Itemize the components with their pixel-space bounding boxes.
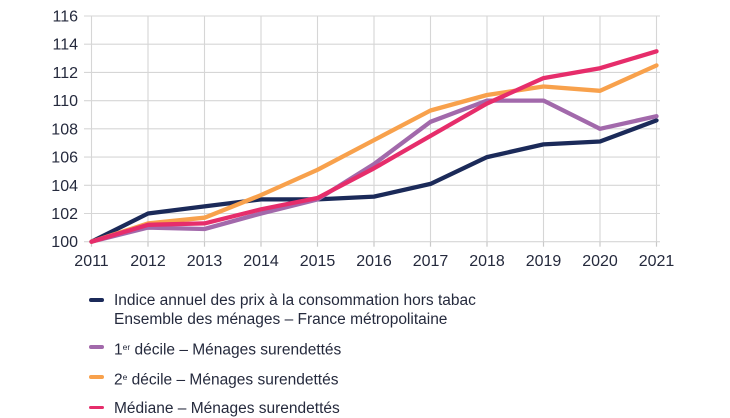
x-axis-tick-label: 2021 — [639, 253, 675, 270]
x-axis-tick-label: 2020 — [582, 253, 618, 270]
legend-d2-sup: e — [122, 372, 128, 383]
legend-d2-rest: décile – Ménages surendettés — [127, 371, 339, 389]
legend-item-ipc: Indice annuel des prix à la consommation… — [89, 291, 476, 329]
legend-label-mediane: Médiane – Ménages surendettés — [114, 399, 340, 417]
y-axis-tick-label: 102 — [51, 206, 78, 223]
legend-swatch-d2 — [89, 375, 104, 379]
y-axis-tick-label: 110 — [52, 93, 78, 110]
legend-d1-rest: décile – Ménages surendettés — [130, 341, 342, 359]
price-index-line-chart: 100 102 104 106 108 110 112 114 116 2011 2012 2013 2… — [51, 9, 675, 271]
legend-label-ipc-line2: Ensemble des ménages – France métropolit… — [114, 311, 448, 328]
x-axis-tick-label: 2016 — [356, 253, 392, 270]
legend-d1-sup: er — [122, 342, 131, 352]
legend-label-d2: 2e décile – Ménages surendettés — [114, 368, 338, 389]
legend-label-d1: 1er décile – Ménages surendettés — [114, 338, 341, 359]
series-line-mediane — [89, 49, 659, 244]
x-axis-tick-label: 2019 — [526, 253, 562, 270]
x-axis-tick-label: 2017 — [413, 253, 449, 270]
legend-swatch-mediane — [89, 405, 104, 410]
y-axis-tick-label: 108 — [51, 121, 78, 138]
legend-item-d2: 2e décile – Ménages surendettés — [89, 368, 476, 389]
legend-d2-num: 2 — [114, 371, 123, 389]
legend-d1-num: 1 — [114, 341, 123, 359]
x-axis-tick-label: 2018 — [469, 253, 505, 270]
legend-swatch-d1 — [89, 345, 104, 349]
x-axis-tick-label: 2015 — [300, 253, 336, 270]
y-axis-tick-label: 100 — [51, 234, 78, 251]
series-line-d2 — [89, 63, 659, 244]
legend-label-ipc: Indice annuel des prix à la consommation… — [114, 291, 476, 329]
x-axis-tick-label: 2014 — [243, 253, 279, 270]
legend-swatch-ipc — [89, 298, 104, 302]
y-axis-tick-label: 116 — [52, 9, 78, 26]
chart-legend: Indice annuel des prix à la consommation… — [89, 291, 476, 418]
y-axis-tick-label: 112 — [52, 65, 78, 82]
legend-label-ipc-line1: Indice annuel des prix à la consommation… — [114, 292, 476, 309]
legend-item-d1: 1er décile – Ménages surendettés — [89, 338, 476, 359]
y-axis-tick-label: 104 — [51, 178, 78, 195]
x-axis-tick-label: 2012 — [130, 253, 166, 270]
x-axis-tick-label: 2011 — [74, 253, 109, 270]
price-index-chart-svg: 100 102 104 106 108 110 112 114 116 2011 2012 2013 2… — [51, 9, 675, 271]
y-axis-tick-label: 106 — [51, 150, 78, 167]
series-line-d1 — [89, 98, 659, 244]
series-line-ipc — [89, 118, 659, 244]
y-axis-tick-label: 114 — [52, 37, 78, 54]
x-axis-tick-label: 2013 — [187, 253, 223, 270]
legend-item-mediane: Médiane – Ménages surendettés — [89, 399, 476, 418]
